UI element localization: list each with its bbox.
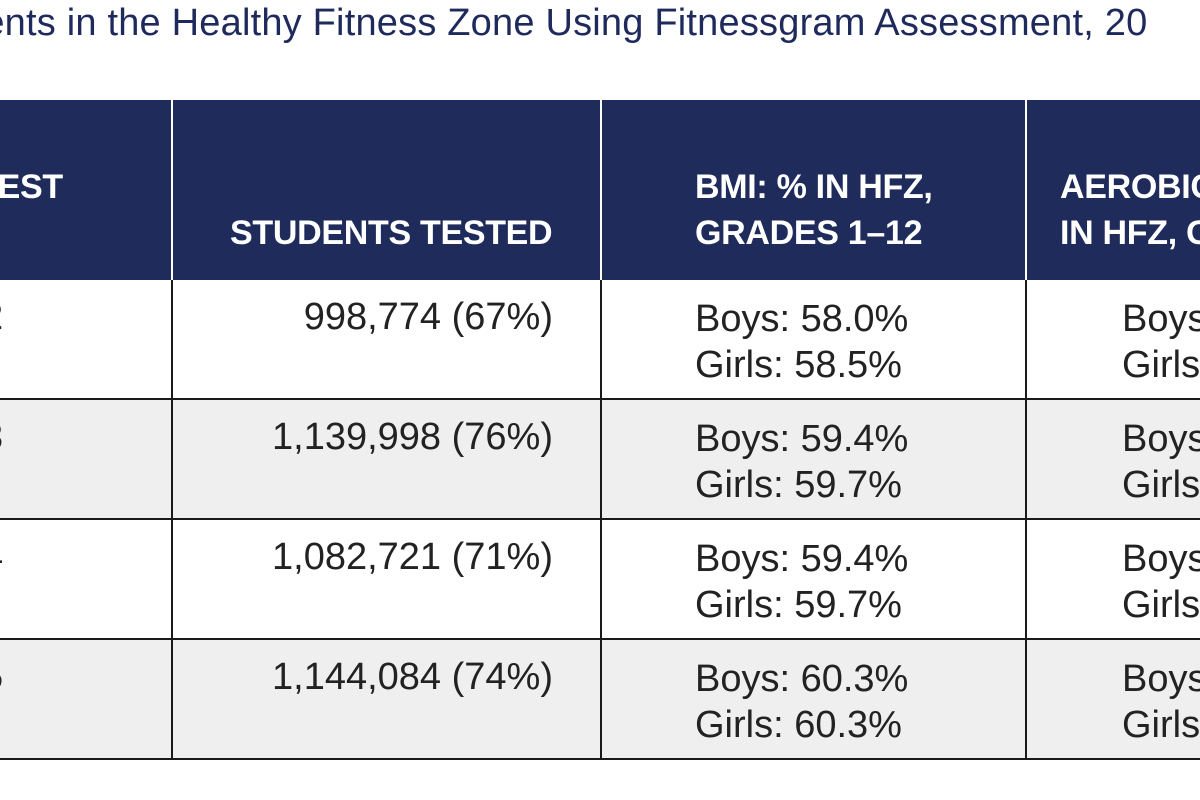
header-test-year-label: M TEST <box>0 168 63 206</box>
aerobic-boys-value: Boys <box>1122 658 1200 700</box>
cell-bmi: Boys: 59.4% Girls: 59.7% <box>601 400 1026 518</box>
column-divider <box>600 640 602 758</box>
header-aerobic-label: AEROBIC IN HFZ, G <box>1060 164 1200 256</box>
fitness-table: M TEST STUDENTS TESTED BMI: % IN HFZ, GR… <box>0 100 1200 760</box>
header-cell-bmi: BMI: % IN HFZ, GRADES 1–12 <box>601 100 1026 280</box>
column-divider <box>1025 280 1027 398</box>
aerobic-girls-value: Girls <box>1122 704 1200 746</box>
bmi-girls-value: Girls: 59.7% <box>695 464 902 506</box>
aerobic-girls-value: Girls <box>1122 584 1200 626</box>
test-year-value: 4 <box>0 534 3 580</box>
header-cell-test-year: M TEST <box>0 100 172 280</box>
header-cell-students-tested: STUDENTS TESTED <box>172 100 601 280</box>
header-bmi-line2: GRADES 1–12 <box>695 214 923 252</box>
table-title: dents in the Healthy Fitness Zone Using … <box>0 2 1148 44</box>
aerobic-boys-value: Boys <box>1122 538 1200 580</box>
column-divider <box>171 520 173 638</box>
test-year-value: 2 <box>0 294 3 340</box>
bmi-boys-value: Boys: 59.4% <box>695 538 909 580</box>
column-divider <box>600 520 602 638</box>
column-divider <box>600 100 602 280</box>
bmi-boys-value: Boys: 58.0% <box>695 298 909 340</box>
header-students-tested-label: STUDENTS TESTED <box>230 214 553 252</box>
column-divider <box>1025 520 1027 638</box>
table-row: 3 1,139,998 (76%) Boys: 59.4% Girls: 59.… <box>0 400 1200 520</box>
column-divider <box>1025 400 1027 518</box>
table-body: 2 998,774 (67%) Boys: 58.0% Girls: 58.5%… <box>0 280 1200 760</box>
cell-test-year: 5 <box>0 640 172 758</box>
bmi-girls-value: Girls: 59.7% <box>695 584 902 626</box>
aerobic-boys-value: Boys <box>1122 298 1200 340</box>
table-row: 4 1,082,721 (71%) Boys: 59.4% Girls: 59.… <box>0 520 1200 640</box>
cell-students-tested: 1,144,084 (74%) <box>172 640 601 758</box>
cell-bmi: Boys: 60.3% Girls: 60.3% <box>601 640 1026 758</box>
header-cell-aerobic: AEROBIC IN HFZ, G <box>1026 100 1200 280</box>
students-tested-value: 998,774 (67%) <box>303 296 553 338</box>
test-year-value: 3 <box>0 414 3 460</box>
aerobic-girls-value: Girls <box>1122 464 1200 506</box>
aerobic-girls-value: Girls <box>1122 344 1200 386</box>
students-tested-value: 1,144,084 (74%) <box>272 656 553 698</box>
column-divider <box>1025 100 1027 280</box>
students-tested-value: 1,082,721 (71%) <box>272 536 553 578</box>
cell-test-year: 3 <box>0 400 172 518</box>
table-row: 2 998,774 (67%) Boys: 58.0% Girls: 58.5%… <box>0 280 1200 400</box>
cell-aerobic: Boys Girls <box>1026 520 1200 638</box>
cell-test-year: 2 <box>0 280 172 398</box>
column-divider <box>600 280 602 398</box>
cell-aerobic: Boys Girls <box>1026 640 1200 758</box>
table-row: 5 1,144,084 (74%) Boys: 60.3% Girls: 60.… <box>0 640 1200 760</box>
cell-students-tested: 998,774 (67%) <box>172 280 601 398</box>
header-aerobic-line2: IN HFZ, G <box>1060 214 1200 252</box>
cell-bmi: Boys: 59.4% Girls: 59.7% <box>601 520 1026 638</box>
cell-test-year: 4 <box>0 520 172 638</box>
bmi-girls-value: Girls: 58.5% <box>695 344 902 386</box>
test-year-value: 5 <box>0 654 3 700</box>
header-aerobic-line1: AEROBIC <box>1060 168 1200 206</box>
column-divider <box>171 400 173 518</box>
cell-students-tested: 1,082,721 (71%) <box>172 520 601 638</box>
column-divider <box>1025 640 1027 758</box>
bmi-boys-value: Boys: 59.4% <box>695 418 909 460</box>
cell-bmi: Boys: 58.0% Girls: 58.5% <box>601 280 1026 398</box>
column-divider <box>171 280 173 398</box>
bmi-girls-value: Girls: 60.3% <box>695 704 902 746</box>
column-divider <box>171 640 173 758</box>
column-divider <box>171 100 173 280</box>
cell-aerobic: Boys Girls <box>1026 400 1200 518</box>
header-bmi-line1: BMI: % IN HFZ, <box>695 168 933 206</box>
header-bmi-label: BMI: % IN HFZ, GRADES 1–12 <box>695 164 933 256</box>
table-header-row: M TEST STUDENTS TESTED BMI: % IN HFZ, GR… <box>0 100 1200 280</box>
aerobic-boys-value: Boys <box>1122 418 1200 460</box>
cell-students-tested: 1,139,998 (76%) <box>172 400 601 518</box>
cell-aerobic: Boys Girls <box>1026 280 1200 398</box>
students-tested-value: 1,139,998 (76%) <box>272 416 553 458</box>
column-divider <box>600 400 602 518</box>
bmi-boys-value: Boys: 60.3% <box>695 658 909 700</box>
